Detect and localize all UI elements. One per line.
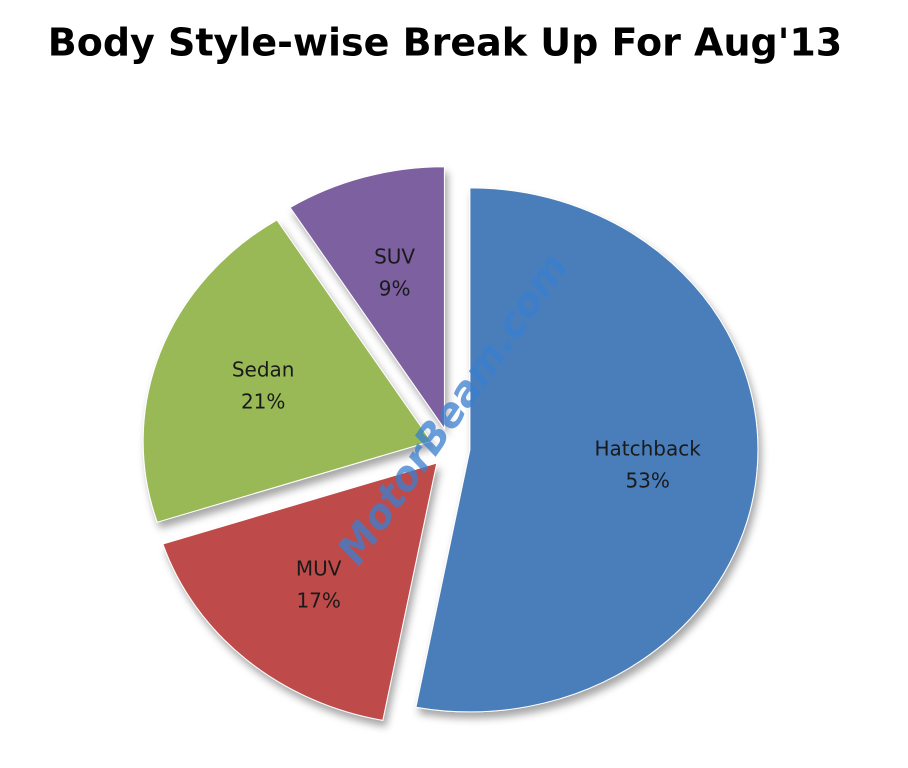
pie-slice [142, 219, 432, 523]
slice-label: Sedan [232, 358, 295, 382]
slice-label: Hatchback [595, 437, 702, 461]
pie [142, 166, 759, 721]
labels: Hatchback 53% MUV 17% Sedan 21% SUV 9% [232, 244, 701, 612]
slice-value-label: 9% [379, 276, 411, 300]
slice-label: SUV [374, 244, 415, 268]
pie-slice [162, 462, 438, 721]
pie-slice [289, 166, 445, 431]
pie-slice [415, 187, 759, 713]
slice-value-label: 21% [241, 390, 285, 414]
slice-value-label: 53% [625, 469, 669, 493]
slice-value-label: 17% [296, 588, 340, 612]
chart-title: Body Style-wise Break Up For Aug'13 [48, 21, 842, 65]
slice-label: MUV [296, 556, 342, 580]
